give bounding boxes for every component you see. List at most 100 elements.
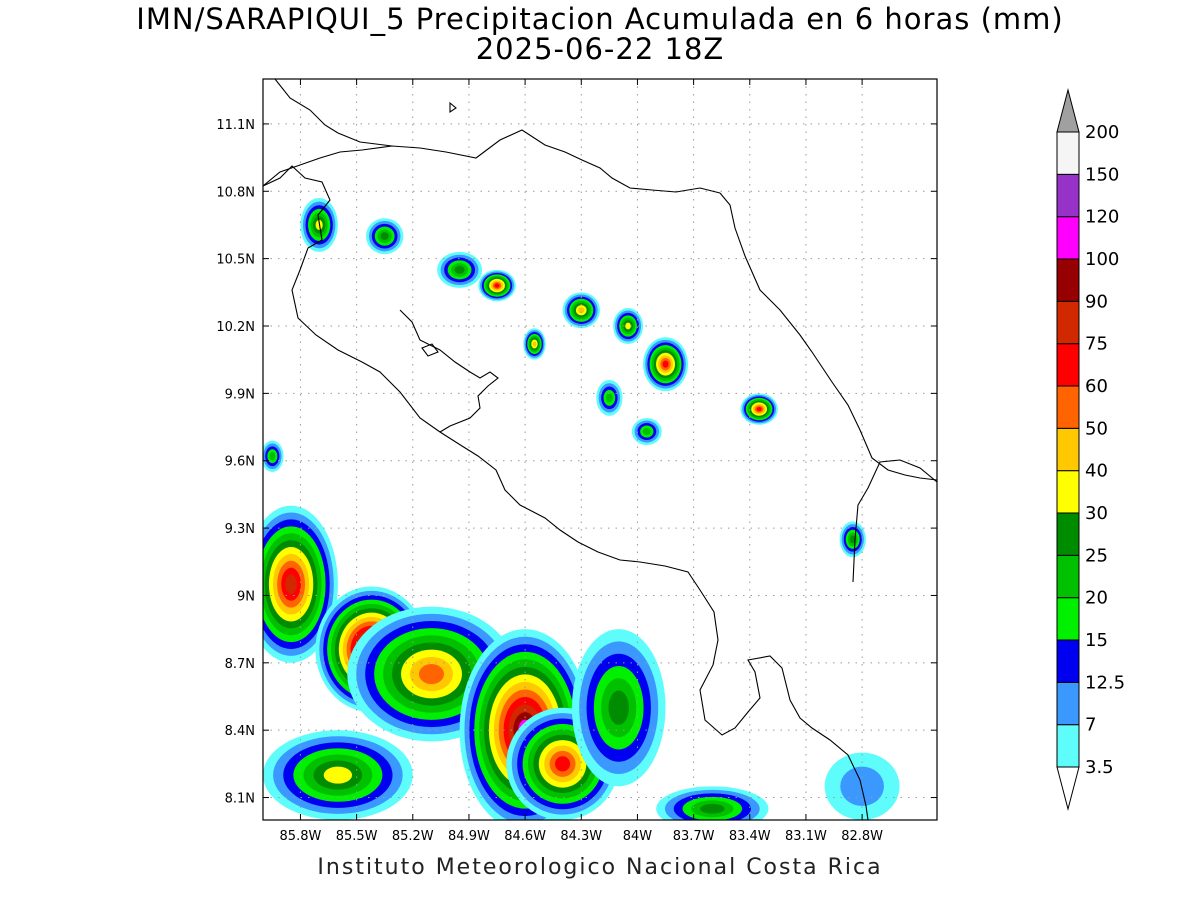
colorbar-swatch bbox=[1056, 258, 1080, 302]
colorbar-swatch bbox=[1056, 470, 1080, 514]
colorbar-level-label: 200 bbox=[1085, 122, 1119, 143]
precip-contour bbox=[700, 803, 725, 814]
x-tick-label: 85.8W bbox=[280, 829, 322, 844]
colorbar-level-label: 150 bbox=[1085, 164, 1119, 185]
colorbar-level-label: 30 bbox=[1085, 503, 1108, 524]
x-tick-label: 84.6W bbox=[504, 829, 546, 844]
colorbar-level-label: 25 bbox=[1085, 545, 1108, 566]
precip-contour bbox=[840, 766, 884, 806]
precip-cell bbox=[643, 337, 688, 392]
y-tick-label: 9.6N bbox=[225, 455, 255, 470]
precipitation-field bbox=[263, 198, 900, 820]
colorbar-level-label: 20 bbox=[1085, 588, 1108, 609]
y-tick-label: 11.1N bbox=[216, 118, 255, 133]
colorbar-level-label: 50 bbox=[1085, 418, 1108, 439]
x-tick-label: 85.5W bbox=[336, 829, 378, 844]
y-tick-label: 9.3N bbox=[225, 522, 255, 537]
x-tick-label: 83.4W bbox=[729, 829, 771, 844]
precip-cell bbox=[740, 393, 778, 425]
y-tick-label: 8.7N bbox=[225, 657, 255, 672]
colorbar-level-label: 7 bbox=[1085, 715, 1096, 736]
colorbar-swatch bbox=[1056, 343, 1080, 387]
colorbar-level-label: 40 bbox=[1085, 461, 1108, 482]
x-tick-label: 83.1W bbox=[785, 829, 827, 844]
nicoya-gulf bbox=[399, 309, 499, 433]
precip-cell bbox=[478, 269, 516, 302]
precip-cell bbox=[365, 218, 404, 255]
y-tick-label: 8.4N bbox=[225, 724, 255, 739]
colorbar-level-label: 12.5 bbox=[1085, 672, 1125, 693]
coastline bbox=[263, 79, 937, 820]
x-tick-label: 84.9W bbox=[448, 829, 490, 844]
colorbar-swatch bbox=[1056, 554, 1080, 599]
footer-credit: Instituto Meteorologico Nacional Costa R… bbox=[317, 855, 883, 880]
lake-nicaragua-shore bbox=[274, 79, 393, 147]
precip-contour bbox=[608, 690, 629, 725]
precip-contour bbox=[605, 393, 613, 403]
colorbar-swatch bbox=[1056, 131, 1080, 175]
precip-contour bbox=[454, 265, 465, 274]
x-tick-label: 83.7W bbox=[673, 829, 715, 844]
colorbar-over-arrow bbox=[1056, 88, 1080, 133]
precip-contour bbox=[285, 574, 297, 594]
caribbean-coastline bbox=[719, 192, 937, 481]
plot-frame bbox=[262, 78, 938, 821]
colorbar-level-label: 3.5 bbox=[1085, 757, 1114, 778]
precip-cell bbox=[562, 292, 600, 329]
colorbar-swatch bbox=[1056, 724, 1080, 768]
x-tick-label: 84W bbox=[623, 829, 653, 844]
precip-cell bbox=[824, 752, 900, 820]
pacific-coastline bbox=[263, 165, 869, 820]
precip-contour bbox=[269, 452, 276, 461]
precip-contour bbox=[662, 360, 669, 368]
colorbar-swatch bbox=[1056, 639, 1080, 683]
precip-cell bbox=[263, 440, 284, 472]
precip-cell bbox=[631, 418, 662, 446]
colorbar-legend: 3.5 7 12.5 15 20 25 30 40 50 60 75 90 100 120 150 200 bbox=[1056, 88, 1125, 811]
nicaragua-border bbox=[263, 129, 721, 194]
x-tick-label: 82.8W bbox=[841, 829, 883, 844]
y-tick-label: 10.2N bbox=[216, 320, 255, 335]
precip-contour bbox=[756, 406, 762, 412]
colorbar-swatch bbox=[1056, 597, 1080, 641]
precip-contour bbox=[625, 322, 631, 330]
precip-contour bbox=[578, 307, 585, 314]
precip-contour bbox=[323, 766, 353, 784]
colorbar-swatch bbox=[1056, 216, 1080, 260]
y-tick-label: 9N bbox=[237, 589, 255, 604]
precip-cell bbox=[523, 328, 546, 360]
colorbar-swatch bbox=[1056, 300, 1080, 345]
y-tick-label: 9.9N bbox=[225, 387, 255, 402]
precip-contour bbox=[642, 428, 651, 436]
island-north bbox=[449, 101, 457, 114]
precip-cell bbox=[613, 308, 644, 344]
precip-contour bbox=[849, 535, 856, 544]
precip-cell bbox=[263, 730, 413, 820]
precip-contour bbox=[418, 664, 445, 685]
x-tick-label: 85.2W bbox=[392, 829, 434, 844]
y-tick-label: 8.1N bbox=[225, 792, 255, 807]
colorbar-swatch bbox=[1056, 681, 1080, 726]
colorbar-under-arrow bbox=[1056, 766, 1080, 811]
precip-cell bbox=[571, 629, 666, 787]
colorbar-swatch bbox=[1056, 385, 1080, 429]
colorbar-swatch bbox=[1056, 173, 1080, 218]
precip-cell bbox=[437, 251, 483, 288]
y-tick-label: 10.5N bbox=[216, 253, 255, 268]
precip-cell bbox=[656, 786, 769, 820]
precip-cell bbox=[596, 379, 623, 416]
y-axis-ticks: 11.1N 10.8N 10.5N 10.2N 9.9N 9.6N 9.3N 9N 8.7N 8.… bbox=[216, 118, 937, 807]
chira-island bbox=[421, 343, 439, 357]
x-tick-label: 84.3W bbox=[560, 829, 602, 844]
colorbar-level-label: 15 bbox=[1085, 630, 1108, 651]
colorbar-level-label: 120 bbox=[1085, 207, 1119, 228]
colorbar-level-label: 75 bbox=[1085, 334, 1108, 355]
precip-contour bbox=[554, 756, 571, 772]
y-tick-label: 10.8N bbox=[216, 185, 255, 200]
colorbar-level-label: 60 bbox=[1085, 376, 1108, 397]
map-title: IMN/SARAPIQUI_5 Precipitacion Acumulada … bbox=[136, 2, 1064, 36]
x-axis-ticks: 85.8W 85.5W 85.2W 84.9W 84.6W 84.3W 84W 83.7W 83… bbox=[280, 79, 883, 844]
colorbar-swatch bbox=[1056, 512, 1080, 556]
panama-border bbox=[852, 459, 937, 583]
